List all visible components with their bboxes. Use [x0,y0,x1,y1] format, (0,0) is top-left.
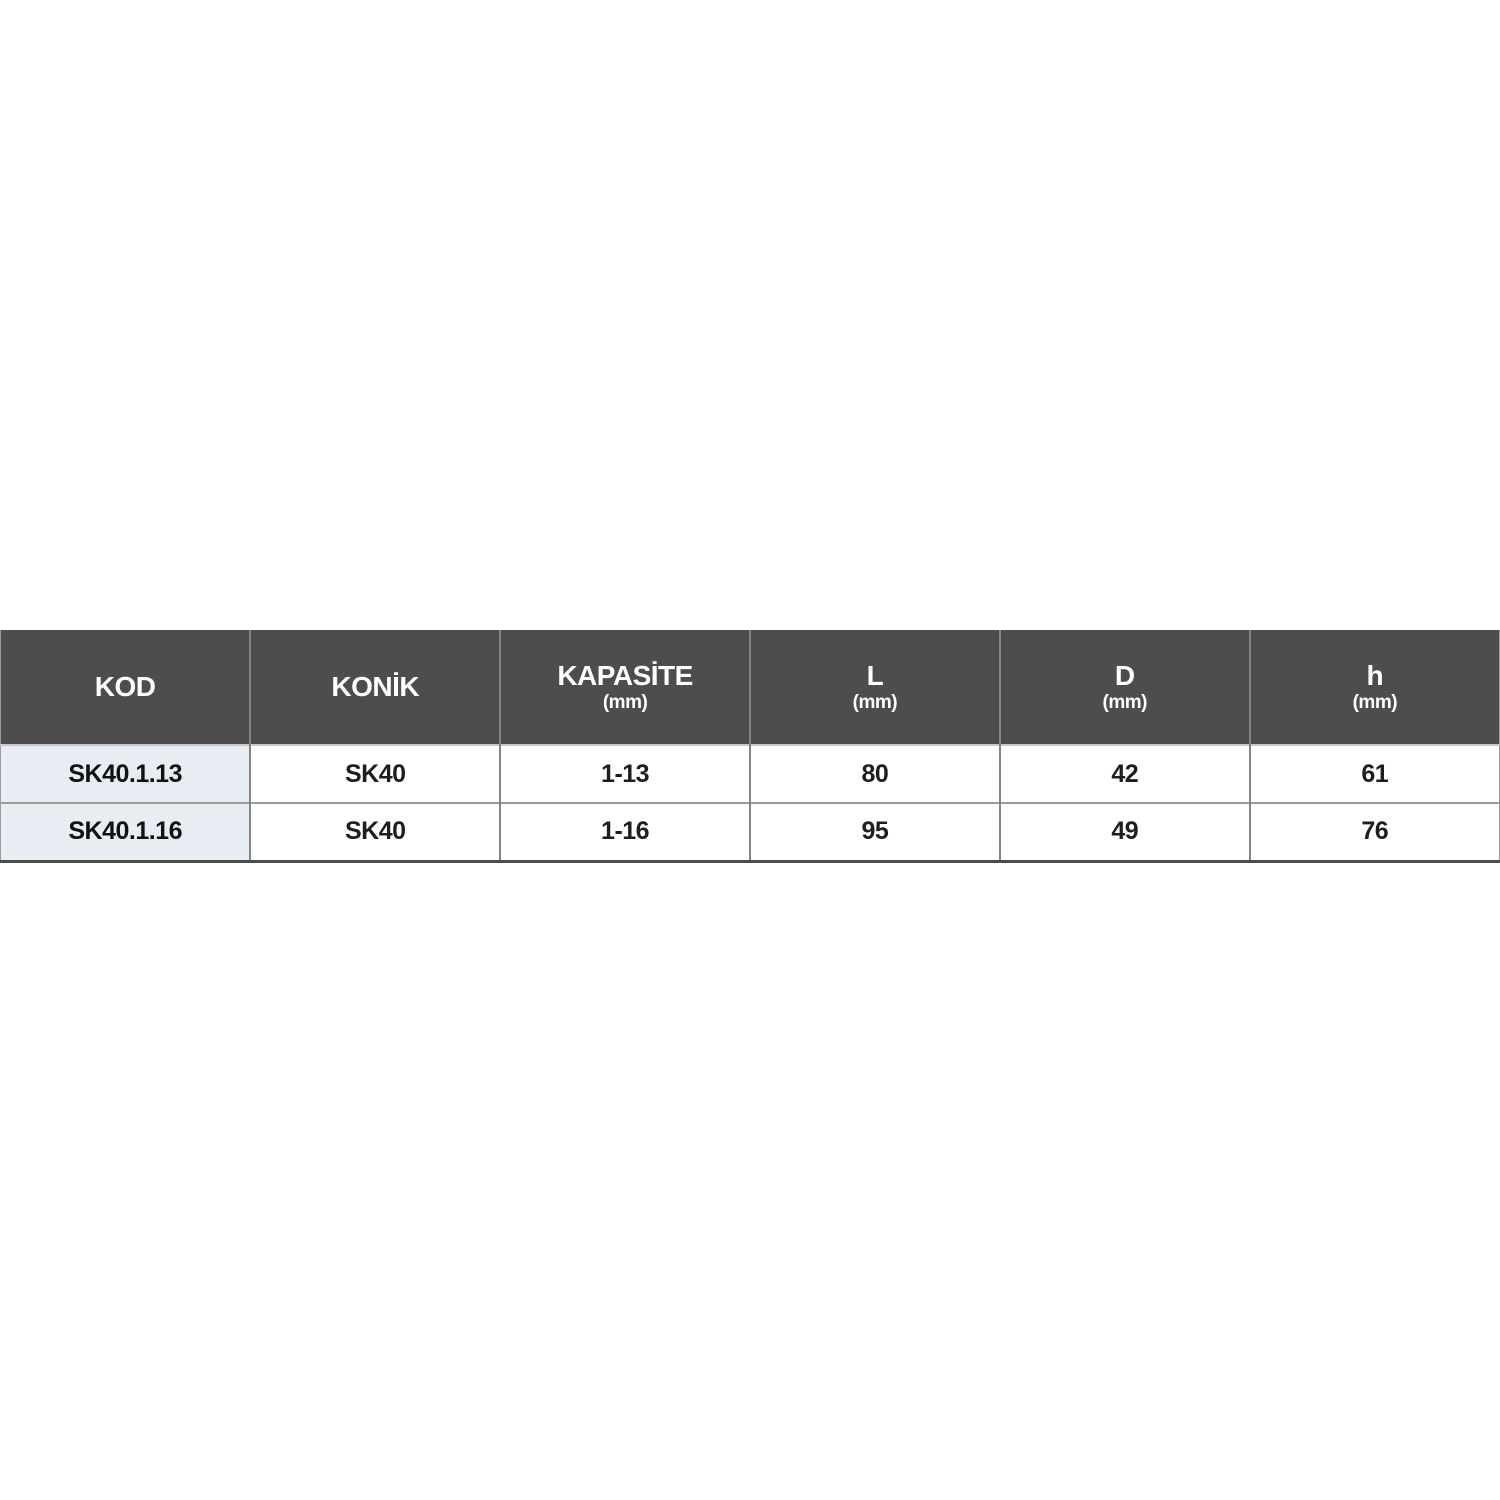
cell-kapasite: 1-16 [499,802,750,861]
cell-d: 49 [998,802,1250,861]
column-label: D [1114,660,1135,691]
product-spec-table: KOD KONİK KAPASİTE (mm) L (mm) D (mm [0,630,1500,863]
column-unit: (mm) [1102,692,1148,713]
cell-kod: SK40.1.13 [0,744,251,803]
cell-d: 42 [998,744,1250,803]
cell-h: 76 [1248,802,1500,861]
column-header-l: L (mm) [748,630,1000,745]
column-header-d: D (mm) [998,630,1250,745]
spec-table-body: SK40.1.13 SK40 1-13 80 42 61 SK40.1.16 S… [0,744,1500,861]
column-header-kapasite: KAPASİTE (mm) [499,630,750,745]
column-unit: (mm) [852,692,898,713]
table-row: SK40.1.16 SK40 1-16 95 49 76 [0,802,1500,861]
column-label: KAPASİTE [557,660,693,691]
column-label: L [866,660,884,691]
cell-l: 95 [748,802,1000,861]
cell-kod: SK40.1.16 [0,802,251,861]
column-label: KONİK [331,671,420,702]
column-label: KOD [94,671,156,702]
column-header-kod: KOD [0,630,251,745]
cell-h: 61 [1248,744,1500,803]
column-header-konik: KONİK [249,630,501,745]
column-unit: (mm) [1352,692,1398,713]
column-label: h [1366,660,1384,691]
spec-table-header: KOD KONİK KAPASİTE (mm) L (mm) D (mm [0,630,1500,745]
cell-kapasite: 1-13 [499,744,750,803]
header-row: KOD KONİK KAPASİTE (mm) L (mm) D (mm [0,630,1500,745]
cell-l: 80 [748,744,1000,803]
cell-konik: SK40 [249,802,501,861]
column-unit: (mm) [602,692,648,713]
cell-konik: SK40 [249,744,501,803]
table-row: SK40.1.13 SK40 1-13 80 42 61 [0,744,1500,803]
column-header-h: h (mm) [1248,630,1500,745]
